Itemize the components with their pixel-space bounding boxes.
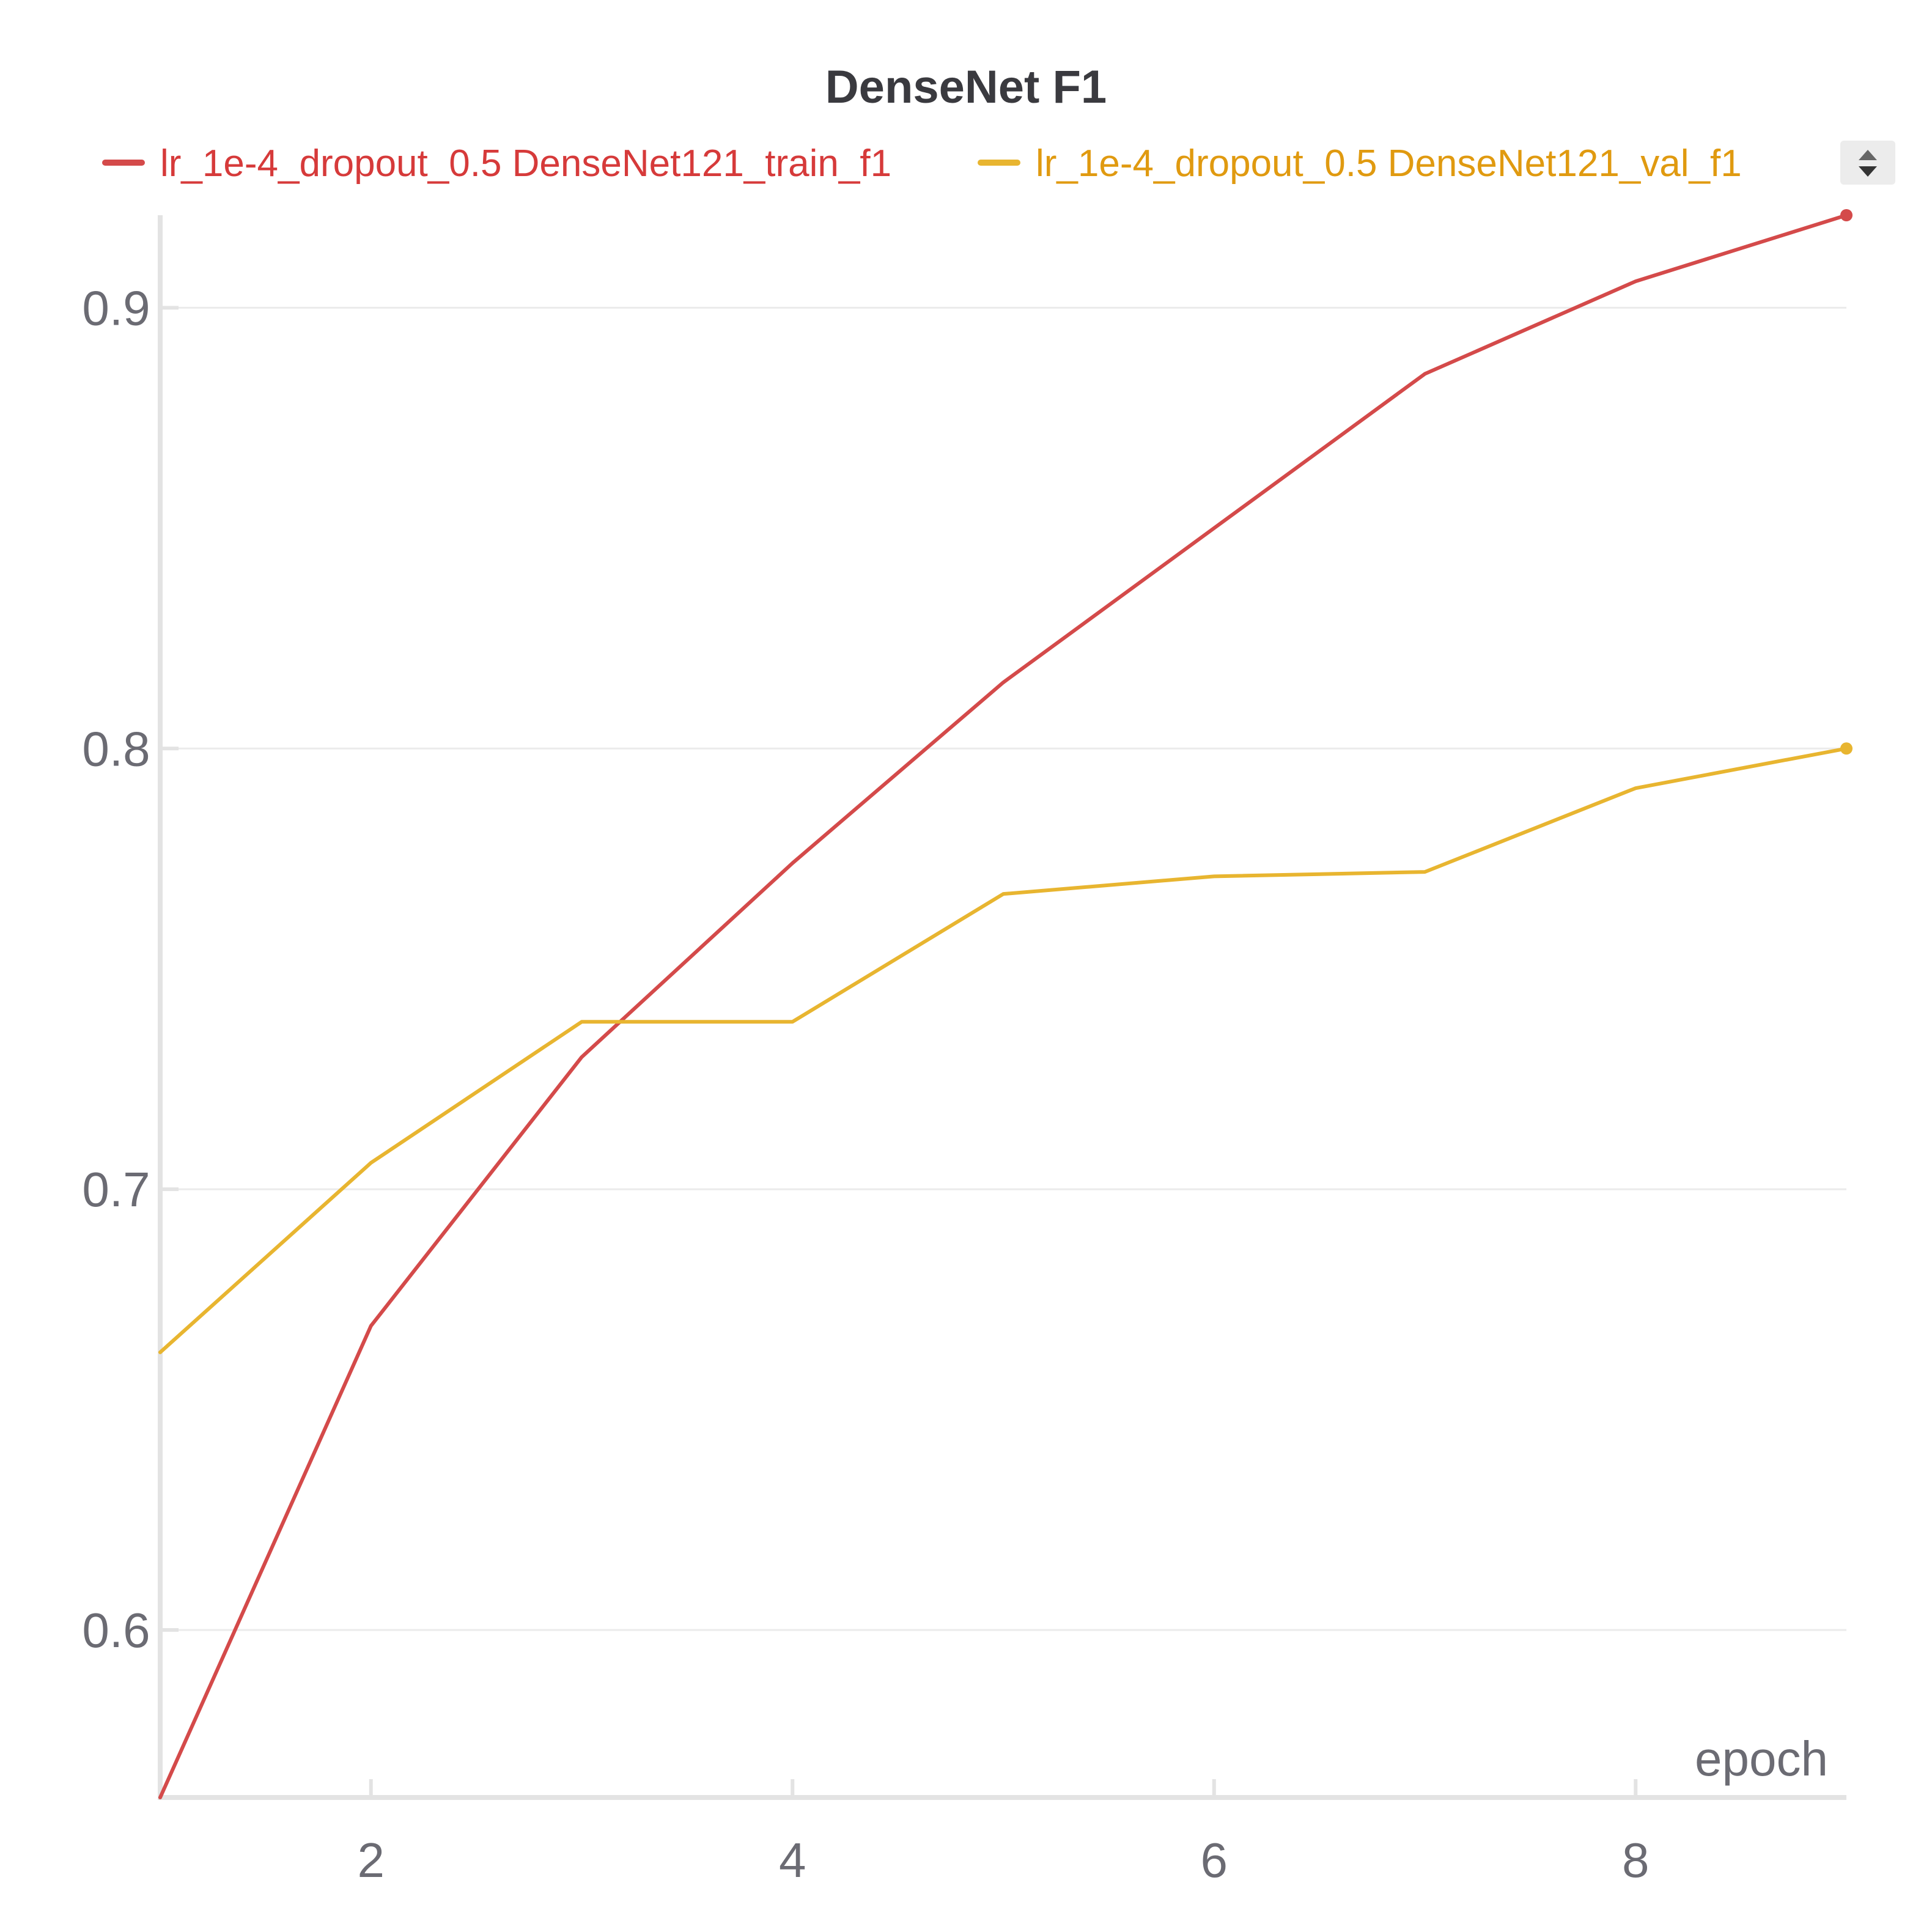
series-line-1	[158, 747, 1848, 1354]
chart-title: DenseNet F1	[825, 61, 1107, 113]
x-tick-label: 4	[779, 1833, 806, 1887]
x-tick-label: 2	[358, 1833, 385, 1887]
y-tick-label: 0.7	[82, 1162, 150, 1217]
legend-label-val: lr_1e-4_dropout_0.5 DenseNet121_val_f1	[1036, 142, 1742, 185]
legend: lr_1e-4_dropout_0.5 DenseNet121_train_f1…	[102, 141, 1895, 185]
legend-item-train[interactable]: lr_1e-4_dropout_0.5 DenseNet121_train_f1	[102, 142, 891, 185]
x-tick-label: 6	[1201, 1833, 1228, 1887]
series-layer	[158, 209, 1853, 1799]
legend-label-train: lr_1e-4_dropout_0.5 DenseNet121_train_f1	[160, 142, 891, 185]
series-line-0	[158, 213, 1848, 1799]
y-tick-label: 0.8	[82, 721, 150, 776]
sort-arrows-icon[interactable]	[1840, 141, 1895, 185]
y-axis-ticks: 0.6 0.7 0.8 0.9	[82, 281, 179, 1657]
series-end-point-0	[1840, 209, 1853, 221]
y-tick-label: 0.9	[82, 281, 150, 335]
x-tick-label: 8	[1622, 1833, 1650, 1887]
legend-item-val[interactable]: lr_1e-4_dropout_0.5 DenseNet121_val_f1	[978, 142, 1742, 185]
series-end-point-1	[1840, 742, 1853, 755]
y-tick-label: 0.6	[82, 1603, 150, 1657]
x-axis-ticks: 2 4 6 8	[358, 1779, 1650, 1887]
grid	[160, 306, 1846, 1631]
x-axis-label: epoch	[1695, 1731, 1828, 1786]
